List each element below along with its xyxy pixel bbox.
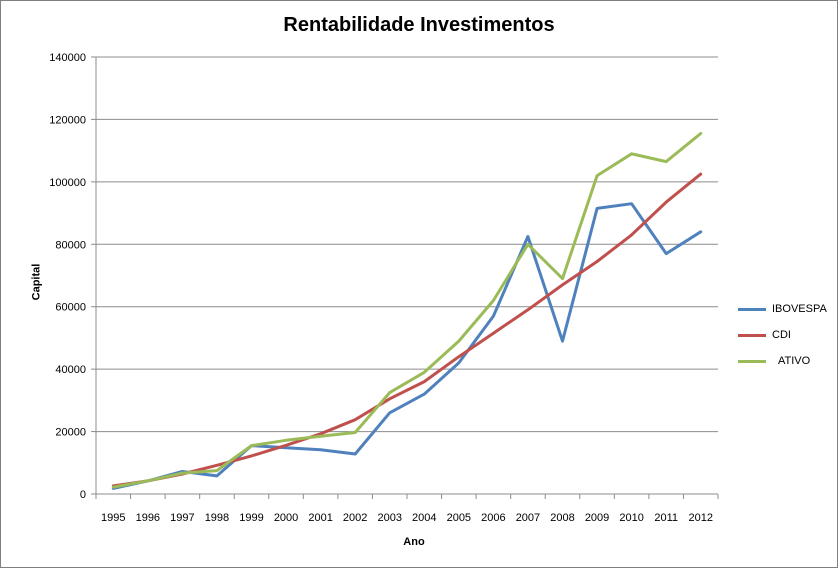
legend-swatch-cdi xyxy=(738,333,766,337)
series-line-cdi xyxy=(111,172,703,488)
x-tick-label: 2012 xyxy=(688,512,712,524)
legend: IBOVESPA CDI ATIVO xyxy=(738,296,827,374)
x-tick-label: 1995 xyxy=(101,512,125,524)
legend-swatch-ibovespa xyxy=(738,307,766,311)
x-tick-label: 1996 xyxy=(136,512,160,524)
x-tick-label: 2009 xyxy=(585,512,609,524)
x-tick-label: 2011 xyxy=(654,512,678,524)
x-tick-label: 2008 xyxy=(550,512,574,524)
legend-item-ibovespa: IBOVESPA xyxy=(738,296,827,322)
x-tick-label: 2007 xyxy=(516,512,540,524)
y-tick-label: 0 xyxy=(80,489,86,501)
y-tick-label: 40000 xyxy=(55,364,86,376)
legend-label-ativo: ATIVO xyxy=(778,355,811,367)
x-tick-label: 1998 xyxy=(205,512,229,524)
legend-label-cdi: CDI xyxy=(772,329,791,341)
legend-item-ativo: ATIVO xyxy=(738,348,827,374)
x-tick-label: 2003 xyxy=(377,512,401,524)
x-tick-label: 2006 xyxy=(481,512,505,524)
y-tick-label: 60000 xyxy=(55,302,86,314)
x-tick-label: 2010 xyxy=(619,512,643,524)
legend-label-ibovespa: IBOVESPA xyxy=(772,303,827,315)
y-tick-label: 140000 xyxy=(49,52,86,64)
x-tick-label: 2004 xyxy=(412,512,436,524)
series-line-ativo xyxy=(111,132,703,489)
legend-item-cdi: CDI xyxy=(738,322,827,348)
y-tick-label: 80000 xyxy=(55,239,86,251)
x-tick-label: 2002 xyxy=(343,512,367,524)
x-tick-label: 2001 xyxy=(308,512,332,524)
legend-swatch-ativo xyxy=(738,359,766,363)
y-tick-label: 120000 xyxy=(49,114,86,126)
series-line-ibovespa xyxy=(111,202,703,490)
chart-title: Rentabilidade Investimentos xyxy=(283,14,555,36)
x-tick-label: 2005 xyxy=(447,512,471,524)
x-tick-label: 1997 xyxy=(170,512,194,524)
x-tick-label: 1999 xyxy=(239,512,263,524)
x-tick-label: 2000 xyxy=(274,512,298,524)
x-axis-label-wrap: Ano xyxy=(0,536,838,548)
x-axis-label: Ano xyxy=(403,536,425,548)
y-tick-label: 20000 xyxy=(55,427,86,439)
y-tick-label: 100000 xyxy=(49,177,86,189)
